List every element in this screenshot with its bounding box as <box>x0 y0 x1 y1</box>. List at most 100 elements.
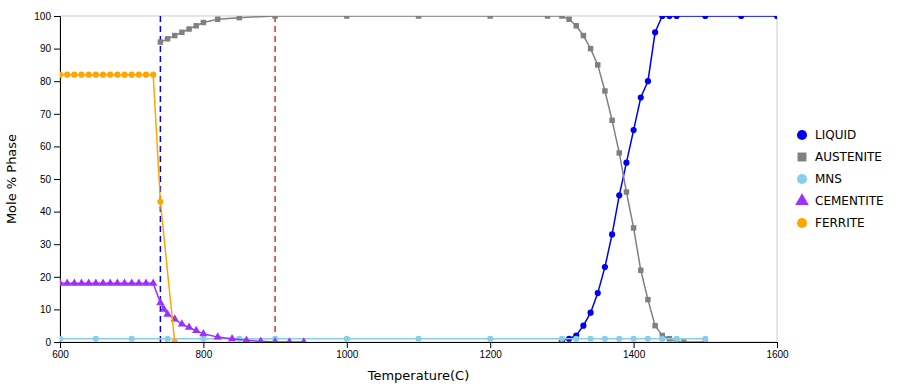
series <box>60 279 308 342</box>
axis-line <box>54 17 61 343</box>
point <box>487 16 492 19</box>
series <box>60 336 708 342</box>
legend-label: AUSTENITE <box>815 150 882 164</box>
legend-item: MNS <box>797 172 842 186</box>
point <box>157 199 163 205</box>
point <box>559 336 565 342</box>
series-line <box>60 338 705 340</box>
tick-label: 30 <box>40 239 52 250</box>
point <box>242 336 250 342</box>
tick-mark <box>54 179 60 180</box>
point <box>588 46 593 51</box>
marks <box>60 16 777 342</box>
point <box>574 23 579 28</box>
tick: 80 <box>40 76 60 87</box>
point <box>121 72 127 78</box>
point <box>214 332 222 339</box>
point <box>192 326 200 333</box>
point <box>580 323 586 329</box>
series-line <box>60 75 175 342</box>
point <box>215 17 220 22</box>
legend-symbol <box>798 153 807 162</box>
tick-label: 1400 <box>623 349 646 360</box>
point <box>200 336 206 342</box>
point <box>573 336 579 342</box>
tick-label: 40 <box>40 206 52 217</box>
point <box>702 16 708 19</box>
point <box>666 16 672 19</box>
point <box>60 279 64 286</box>
point <box>199 329 207 336</box>
tick-label: 10 <box>40 304 52 315</box>
legend-label: MNS <box>815 172 842 186</box>
tick-mark <box>54 309 60 310</box>
point <box>674 336 680 342</box>
tick-mark <box>54 81 60 82</box>
point <box>186 26 191 31</box>
tick-mark <box>54 342 60 343</box>
tick-mark <box>54 277 60 278</box>
series-line <box>60 283 304 342</box>
y-axis-title: Mole % Phase <box>4 134 19 224</box>
point <box>645 78 651 84</box>
tick: 600 <box>52 342 69 360</box>
point <box>107 72 113 78</box>
tick-label: 50 <box>40 174 52 185</box>
point <box>150 72 156 78</box>
point <box>237 16 242 20</box>
point <box>559 16 564 19</box>
tick-mark <box>54 16 60 17</box>
point <box>566 17 571 22</box>
point <box>78 72 84 78</box>
tick-label: 1600 <box>766 349 789 360</box>
point <box>60 72 63 78</box>
tick: 30 <box>40 239 60 250</box>
point <box>609 231 615 237</box>
point <box>674 16 680 19</box>
legend-symbol <box>795 193 809 205</box>
point <box>587 336 593 342</box>
point <box>114 72 120 78</box>
tick-label: 100 <box>34 11 51 22</box>
tick: 60 <box>40 141 60 152</box>
point <box>71 72 77 78</box>
point <box>652 29 658 35</box>
tick-label: 1000 <box>336 349 359 360</box>
point <box>93 72 99 78</box>
legend-symbol <box>797 218 807 228</box>
point <box>136 72 142 78</box>
tick-mark <box>490 342 491 348</box>
tick-label: 0 <box>45 337 51 348</box>
tick-mark <box>203 342 204 348</box>
point <box>163 309 171 316</box>
point <box>738 16 744 19</box>
point <box>164 336 170 342</box>
y-axis: 0102030405060708090100 <box>34 11 60 348</box>
tick-label: 800 <box>196 349 213 360</box>
legend-symbol <box>797 130 807 140</box>
tick-label: 1200 <box>480 349 503 360</box>
tick: 40 <box>40 206 60 217</box>
point <box>616 192 622 198</box>
point <box>609 118 614 123</box>
tick: 70 <box>40 109 60 120</box>
point <box>285 337 293 342</box>
point <box>595 290 601 296</box>
point <box>201 20 206 25</box>
tick-mark <box>347 342 348 348</box>
tick: 90 <box>40 43 60 54</box>
tick-label: 60 <box>40 141 52 152</box>
point <box>774 16 777 19</box>
tick-mark <box>777 342 778 348</box>
point <box>631 225 636 230</box>
series-line <box>160 16 705 342</box>
point <box>659 16 665 19</box>
tick-label: 600 <box>52 349 69 360</box>
point <box>652 323 657 328</box>
point <box>545 16 550 19</box>
point <box>60 336 63 342</box>
point <box>645 336 651 342</box>
point <box>344 336 350 342</box>
point <box>602 264 608 270</box>
tick: 10 <box>40 304 60 315</box>
